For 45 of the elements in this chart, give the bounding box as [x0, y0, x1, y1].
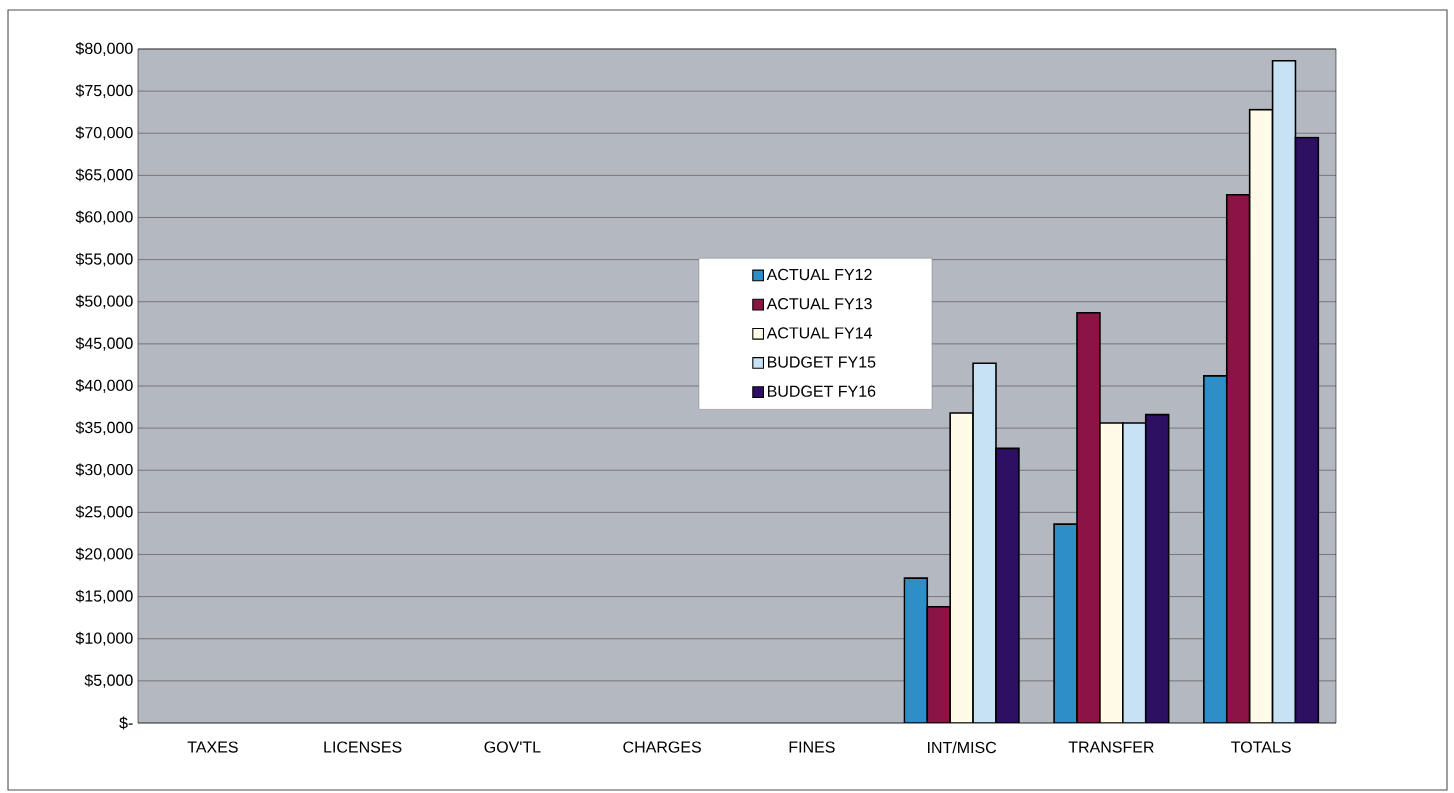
- x-tick-label: TRANSFER: [1068, 741, 1154, 753]
- bar: [972, 362, 997, 723]
- bar: [903, 577, 929, 723]
- legend-label: BUDGET FY16: [767, 385, 876, 397]
- bar: [1053, 523, 1078, 723]
- y-tick-label: $20,000: [75, 547, 133, 562]
- y-tick-label: $70,000: [75, 126, 133, 141]
- legend-label: BUDGET FY15: [767, 356, 876, 368]
- y-tick-label: $75,000: [75, 84, 133, 99]
- bar: [1203, 375, 1228, 723]
- bar: [1294, 136, 1320, 723]
- x-tick-label: FINES: [789, 741, 835, 753]
- y-tick-label: $25,000: [75, 505, 133, 520]
- x-tick-label: TOTALS: [1231, 741, 1291, 753]
- y-tick-label: $-: [119, 716, 133, 730]
- y-tick-label: $45,000: [75, 336, 133, 351]
- y-tick-label: $5,000: [84, 673, 133, 688]
- bar: [1248, 108, 1274, 723]
- bar: [1099, 422, 1124, 723]
- y-tick-label: $40,000: [75, 379, 133, 393]
- y-tick-label: $80,000: [75, 42, 133, 56]
- y-tick-label: $30,000: [75, 463, 133, 478]
- legend-label: ACTUAL FY14: [766, 327, 872, 339]
- y-tick-label: $65,000: [75, 168, 133, 183]
- y-tick-label: $50,000: [75, 294, 133, 309]
- bar: [1144, 413, 1170, 723]
- x-tick-label: CHARGES: [623, 741, 701, 753]
- legend-label: ACTUAL FY12: [766, 268, 872, 281]
- bar: [949, 412, 974, 723]
- y-tick-label: $55,000: [75, 252, 133, 267]
- bar: [1122, 422, 1147, 723]
- x-tick-label: GOV'TL: [484, 741, 541, 753]
- bar: [1271, 59, 1297, 723]
- y-tick-label: $60,000: [75, 210, 133, 225]
- y-tick-label: $10,000: [75, 631, 133, 646]
- bar: [1225, 193, 1251, 723]
- x-tick-label: TAXES: [187, 741, 238, 753]
- bar: [995, 447, 1020, 723]
- x-tick-label: LICENSES: [324, 741, 402, 753]
- legend-label: ACTUAL FY13: [766, 298, 872, 310]
- bar: [926, 605, 951, 723]
- y-tick-label: $35,000: [75, 421, 133, 436]
- x-tick-label: INT/MISC: [928, 741, 997, 754]
- bar: [1076, 311, 1101, 723]
- y-tick-label: $15,000: [75, 589, 133, 604]
